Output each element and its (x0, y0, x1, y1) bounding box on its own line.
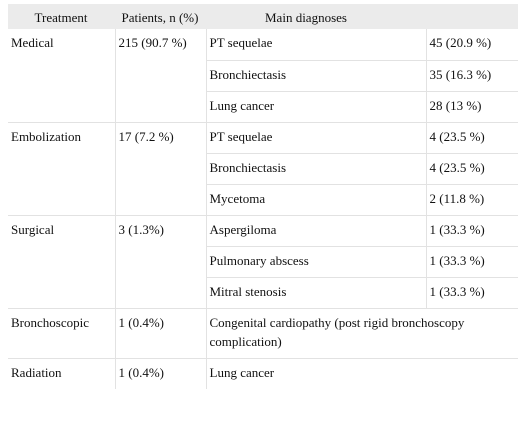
header-patients: Patients, n (%) (115, 4, 206, 29)
diagnosis-count-cell: 45 (20.9 %) (426, 29, 518, 61)
treatment-cell: Embolization (8, 121, 116, 153)
table-row: Embolization 17 (7.2 %) PT sequelae 4 (23.5… (8, 121, 518, 154)
diagnosis-cell: Pulmonary abscess (206, 246, 427, 278)
diagnosis-cell: Aspergiloma (206, 215, 427, 247)
diagnosis-cell: Bronchiectasis (206, 153, 427, 185)
header-main-diagnoses: Main diagnoses (206, 4, 518, 29)
patients-cell: 215 (90.7 %) (115, 29, 207, 60)
diagnosis-cell: PT sequelae (206, 29, 427, 61)
patients-cell (115, 277, 207, 308)
diagnosis-count-cell: 35 (16.3 %) (426, 60, 518, 92)
table-row: Surgical 3 (1.3%) Aspergiloma 1 (33.3 %) (8, 214, 518, 247)
treatment-cell: Medical (8, 29, 116, 60)
table-row: Bronchiectasis 4 (23.5 %) (8, 153, 518, 185)
diagnosis-cell: Lung cancer (209, 364, 275, 380)
diagnosis-count-cell: 4 (23.5 %) (426, 122, 518, 154)
diagnosis-cell: Mitral stenosis (206, 277, 427, 309)
table-row: Radiation 1 (0.4%) Lung cancer (8, 357, 518, 389)
table-row: Bronchiectasis 35 (16.3 %) (8, 60, 518, 92)
patients-cell: 1 (0.4%) (115, 357, 207, 389)
treatment-cell: Bronchoscopic (8, 307, 116, 358)
patients-cell: 3 (1.3%) (115, 214, 207, 246)
patients-cell: 1 (0.4%) (115, 307, 207, 358)
table-row: Medical 215 (90.7 %) PT sequelae 45 (20.9 %… (8, 29, 518, 61)
table-row: Lung cancer 28 (13 %) (8, 91, 518, 123)
patients-cell (115, 184, 207, 215)
diagnosis-count-cell: 2 (11.8 %) (426, 184, 518, 216)
patients-cell: 17 (7.2 %) (115, 121, 207, 153)
diagnosis-cell: Lung cancer (206, 91, 427, 123)
patients-cell (115, 60, 207, 91)
patients-cell (115, 153, 207, 184)
diagnosis-cell: PT sequelae (206, 122, 427, 154)
treatment-cell (8, 60, 116, 91)
treatment-cell (8, 246, 116, 277)
diagnosis-count-cell: 1 (33.3 %) (426, 215, 518, 247)
treatment-cell (8, 91, 116, 122)
diagnosis-cell: Mycetoma (206, 184, 427, 216)
patients-cell (115, 246, 207, 277)
treatment-cell (8, 277, 116, 308)
diagnosis-count-cell: 1 (33.3 %) (426, 246, 518, 278)
diagnosis-count-cell: 28 (13 %) (426, 91, 518, 123)
diagnosis-cell: Bronchiectasis (206, 60, 427, 92)
patients-cell (115, 91, 207, 122)
table-row: Bronchoscopic 1 (0.4%) Congenital cardiopa… (8, 307, 518, 359)
table-body: Medical 215 (90.7 %) PT sequelae 45 (20.9 %… (8, 29, 518, 389)
treatment-table: Treatment Patients, n (%) Main diagnoses… (8, 4, 518, 389)
table-row: Pulmonary abscess 1 (33.3 %) (8, 246, 518, 278)
diagnosis-cell: Congenital cardiopathy (post rigid bronc… (206, 308, 518, 359)
diagnosis-count-cell: 4 (23.5 %) (426, 153, 518, 185)
treatment-cell (8, 153, 116, 184)
header-row: Treatment Patients, n (%) Main diagnoses (8, 4, 518, 29)
treatment-cell: Surgical (8, 214, 116, 246)
header-treatment: Treatment (8, 4, 115, 29)
treatment-cell: Radiation (8, 357, 116, 389)
table-row: Mitral stenosis 1 (33.3 %) (8, 277, 518, 309)
diagnosis-count-cell: 1 (33.3 %) (426, 277, 518, 309)
table-row: Mycetoma 2 (11.8 %) (8, 184, 518, 216)
treatment-cell (8, 184, 116, 215)
